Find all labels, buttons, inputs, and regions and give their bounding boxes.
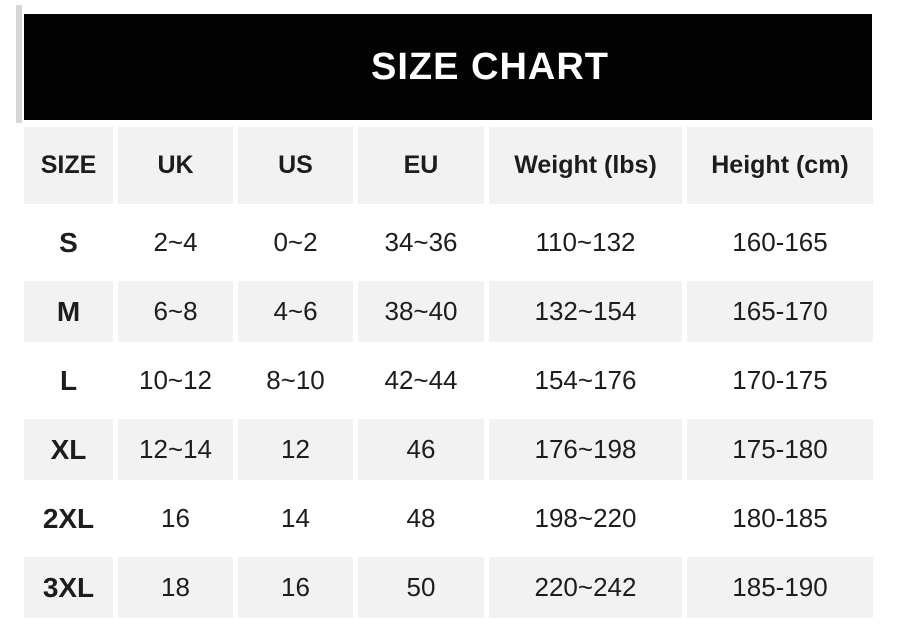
cell-height: 185-190 [687,557,873,618]
cell-height: 180-185 [687,488,873,549]
cell-uk: 16 [118,488,233,549]
table-row-s: S 2~4 0~2 34~36 110~132 160-165 [24,212,873,273]
cell-weight: 176~198 [489,419,682,480]
cell-height: 175-180 [687,419,873,480]
banner-edge-shadow [16,5,22,123]
cell-uk: 6~8 [118,281,233,342]
table-row-l: L 10~12 8~10 42~44 154~176 170-175 [24,350,873,411]
banner-title: SIZE CHART [371,45,609,88]
table-row-m: M 6~8 4~6 38~40 132~154 165-170 [24,281,873,342]
cell-weight: 154~176 [489,350,682,411]
cell-eu: 46 [358,419,484,480]
cell-us: 16 [238,557,353,618]
header-cell-size: SIZE [24,127,113,204]
cell-height: 160-165 [687,212,873,273]
cell-eu: 48 [358,488,484,549]
cell-us: 8~10 [238,350,353,411]
header-cell-height: Height (cm) [687,127,873,204]
header-row: SIZE UK US EU Weight (lbs) Height (cm) [24,127,873,204]
cell-us: 12 [238,419,353,480]
cell-size: XL [24,419,113,480]
header-cell-us: US [238,127,353,204]
cell-weight: 132~154 [489,281,682,342]
size-chart-banner: SIZE CHART [24,14,872,120]
size-table: SIZE UK US EU Weight (lbs) Height (cm) S… [19,119,878,624]
cell-us: 0~2 [238,212,353,273]
cell-uk: 12~14 [118,419,233,480]
cell-size: 2XL [24,488,113,549]
cell-weight: 110~132 [489,212,682,273]
cell-height: 165-170 [687,281,873,342]
cell-size: M [24,281,113,342]
cell-height: 170-175 [687,350,873,411]
cell-size: L [24,350,113,411]
cell-us: 14 [238,488,353,549]
cell-uk: 10~12 [118,350,233,411]
header-cell-eu: EU [358,127,484,204]
header-cell-weight: Weight (lbs) [489,127,682,204]
table-row-2xl: 2XL 16 14 48 198~220 180-185 [24,488,873,549]
cell-weight: 220~242 [489,557,682,618]
header-cell-uk: UK [118,127,233,204]
cell-eu: 42~44 [358,350,484,411]
cell-us: 4~6 [238,281,353,342]
cell-weight: 198~220 [489,488,682,549]
cell-size: 3XL [24,557,113,618]
cell-size: S [24,212,113,273]
cell-eu: 38~40 [358,281,484,342]
cell-eu: 50 [358,557,484,618]
cell-uk: 18 [118,557,233,618]
table-row-3xl: 3XL 18 16 50 220~242 185-190 [24,557,873,618]
cell-eu: 34~36 [358,212,484,273]
cell-uk: 2~4 [118,212,233,273]
table-row-xl: XL 12~14 12 46 176~198 175-180 [24,419,873,480]
